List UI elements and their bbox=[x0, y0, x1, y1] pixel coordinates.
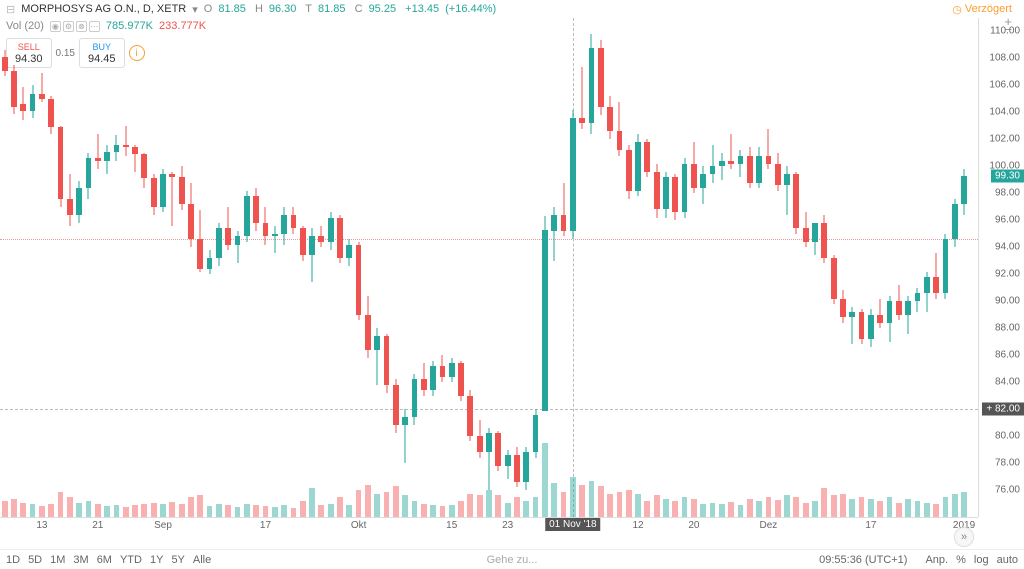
chart-header: ⊟ MORPHOSYS AG O.N., D, XETR ▾ O81.85 H9… bbox=[0, 0, 1024, 18]
delayed-badge: ◷ Verzögert bbox=[952, 3, 1012, 16]
timeframe-YTD[interactable]: YTD bbox=[120, 554, 142, 566]
collapse-icon[interactable]: ⊟ bbox=[6, 3, 15, 16]
timeframe-5D[interactable]: 5D bbox=[28, 554, 42, 566]
timeframe-3M[interactable]: 3M bbox=[73, 554, 88, 566]
scroll-to-end-button[interactable]: » bbox=[954, 527, 974, 547]
scale-options[interactable]: Anp.%logauto bbox=[917, 554, 1018, 566]
timeframe-1Y[interactable]: 1Y bbox=[150, 554, 163, 566]
timeframe-selector[interactable]: 1D 5D 1M 3M 6M YTD 1Y 5Y Alle bbox=[6, 554, 219, 566]
timeframe-Alle[interactable]: Alle bbox=[193, 554, 211, 566]
timeframe-1D[interactable]: 1D bbox=[6, 554, 20, 566]
chart-area[interactable]: 76.0078.0080.0082.0084.0086.0088.0090.00… bbox=[0, 18, 1024, 533]
bottom-toolbar: 1D 5D 1M 3M 6M YTD 1Y 5Y Alle Gehe zu... 09:55:3… bbox=[0, 549, 1024, 569]
dropdown-icon[interactable]: ▾ bbox=[192, 3, 198, 16]
ohlc-values: O81.85 H96.30 T81.85 C95.25 +13.45(+16.4… bbox=[204, 3, 502, 15]
goto-date[interactable]: Gehe zu... bbox=[487, 554, 538, 566]
timeframe-5Y[interactable]: 5Y bbox=[171, 554, 184, 566]
clock-time: 09:55:36 (UTC+1) bbox=[819, 554, 907, 566]
timeframe-1M[interactable]: 1M bbox=[50, 554, 65, 566]
clock-icon: ◷ bbox=[952, 3, 962, 16]
timeframe-6M[interactable]: 6M bbox=[97, 554, 112, 566]
symbol-name[interactable]: MORPHOSYS AG O.N., D, XETR bbox=[21, 3, 186, 15]
